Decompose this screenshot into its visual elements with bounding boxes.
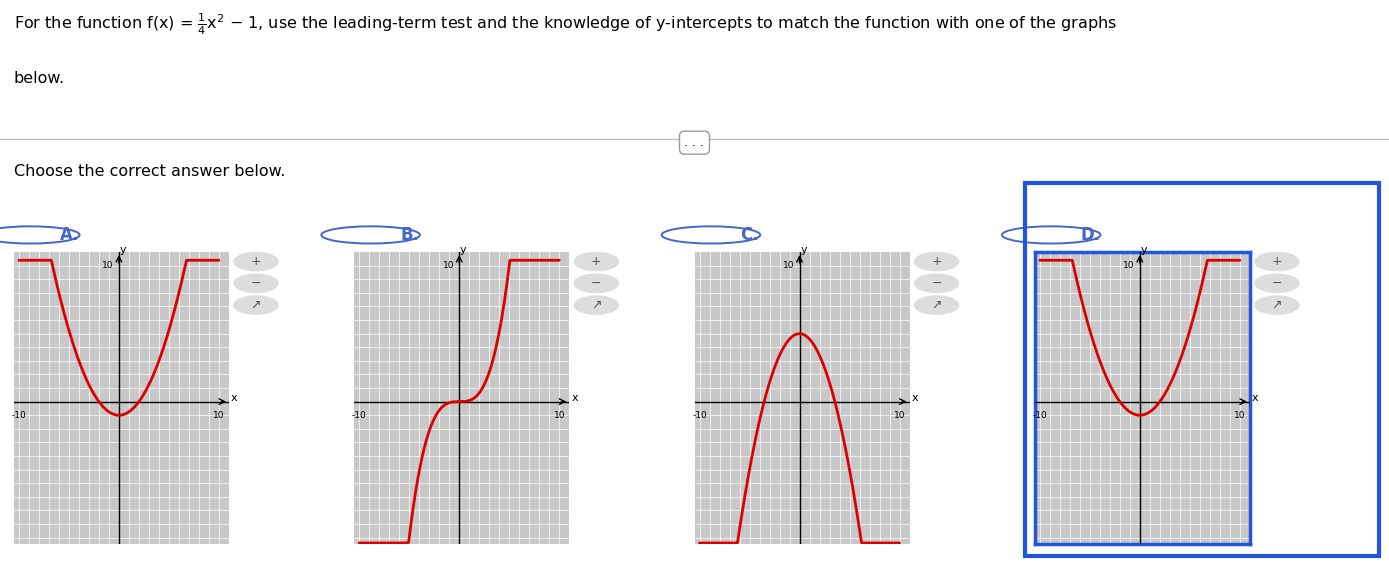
- Text: 10: 10: [103, 261, 114, 270]
- Text: B.: B.: [400, 226, 419, 244]
- Text: 10: 10: [443, 261, 454, 270]
- Text: 10: 10: [1124, 261, 1135, 270]
- Text: −: −: [251, 277, 261, 290]
- Text: ↗: ↗: [932, 299, 942, 312]
- Text: Choose the correct answer below.: Choose the correct answer below.: [14, 164, 285, 179]
- Text: 10: 10: [783, 261, 795, 270]
- Text: ↗: ↗: [251, 299, 261, 312]
- Circle shape: [574, 274, 618, 292]
- Text: -10: -10: [1032, 411, 1047, 420]
- Text: +: +: [250, 255, 261, 268]
- Circle shape: [914, 253, 958, 270]
- Text: C.: C.: [740, 226, 760, 244]
- Text: ↗: ↗: [1272, 299, 1282, 312]
- Text: . . .: . . .: [685, 136, 704, 149]
- Text: x: x: [911, 393, 918, 403]
- Text: −: −: [1272, 277, 1282, 290]
- Circle shape: [914, 296, 958, 314]
- Text: 10: 10: [553, 411, 565, 420]
- Circle shape: [1254, 296, 1299, 314]
- Text: 10: 10: [893, 411, 906, 420]
- Circle shape: [233, 274, 278, 292]
- Circle shape: [914, 274, 958, 292]
- Circle shape: [1254, 253, 1299, 270]
- Text: −: −: [592, 277, 601, 290]
- Circle shape: [233, 253, 278, 270]
- Text: 10: 10: [213, 411, 225, 420]
- Text: +: +: [931, 255, 942, 268]
- Circle shape: [574, 253, 618, 270]
- Text: ↗: ↗: [592, 299, 601, 312]
- Circle shape: [574, 296, 618, 314]
- Text: y: y: [119, 245, 126, 255]
- Text: +: +: [1271, 255, 1282, 268]
- Text: For the function f(x) = $\frac{1}{4}$x$^2$ $-$ 1, use the leading-term test and : For the function f(x) = $\frac{1}{4}$x$^…: [14, 11, 1117, 37]
- Text: y: y: [460, 245, 467, 255]
- Text: y: y: [1140, 245, 1147, 255]
- Text: 10: 10: [1233, 411, 1246, 420]
- Text: -10: -10: [351, 411, 367, 420]
- Text: x: x: [1251, 393, 1258, 403]
- Circle shape: [1254, 274, 1299, 292]
- Text: +: +: [590, 255, 601, 268]
- Text: -10: -10: [11, 411, 26, 420]
- Text: y: y: [800, 245, 807, 255]
- Text: below.: below.: [14, 71, 65, 87]
- Circle shape: [233, 296, 278, 314]
- Text: −: −: [932, 277, 942, 290]
- Text: x: x: [571, 393, 578, 403]
- Text: x: x: [231, 393, 238, 403]
- Text: D.: D.: [1081, 226, 1101, 244]
- Text: A.: A.: [60, 226, 79, 244]
- Text: -10: -10: [692, 411, 707, 420]
